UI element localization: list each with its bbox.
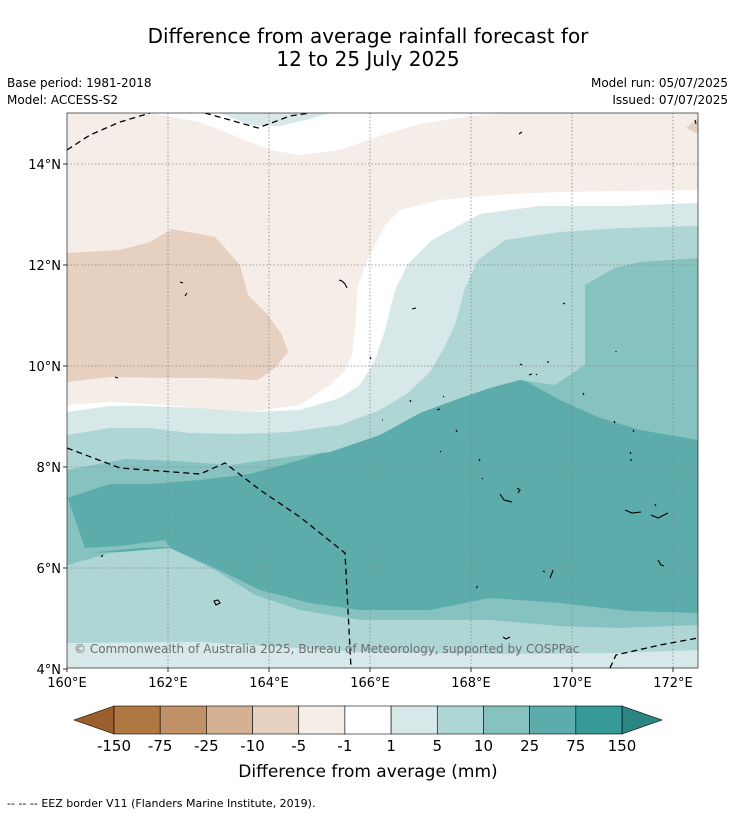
- colorbar-tick-label: -1: [337, 737, 352, 755]
- map-title-line2: 12 to 25 July 2025: [276, 47, 460, 71]
- island-outlines: [100, 119, 697, 640]
- lat-tick-label: 8°N: [37, 461, 62, 476]
- colorbar-tick-label: -75: [148, 737, 173, 755]
- contour-10-to-25-west: [67, 496, 170, 555]
- colorbar-tick-label: -150: [97, 737, 131, 755]
- model-run-date: Model run: 05/07/2025: [590, 76, 728, 90]
- contour-5-to-10-south: [67, 548, 698, 668]
- eez-border: [67, 113, 698, 668]
- eez-legend: -- -- -- EEZ border V11 (Flanders Marine…: [7, 797, 315, 810]
- eez-legend-dash: -- -- --: [7, 797, 38, 810]
- colorbar-tick-label: 1: [386, 737, 396, 755]
- colorbar-swatch: [529, 705, 577, 735]
- lat-tick-label: 4°N: [37, 663, 62, 678]
- colorbar-swatch: [483, 705, 530, 735]
- colorbar-swatch: [298, 705, 346, 735]
- colorbar-swatch: [575, 705, 623, 735]
- colorbar-label: Difference from average (mm): [238, 762, 497, 782]
- lon-tick-label: 162°E: [148, 676, 188, 691]
- map-title-line1: Difference from average rainfall forecas…: [147, 24, 589, 48]
- map-panel: © Commonwealth of Australia 2025, Bureau…: [67, 113, 698, 668]
- latitude-ticks: 14°N 12°N 10°N 8°N 6°N 4°N: [28, 158, 67, 678]
- lon-tick-label: 166°E: [350, 676, 390, 691]
- base-period: Base period: 1981-2018: [7, 76, 152, 90]
- contour-minus10-to-minus5: [67, 229, 288, 382]
- lon-tick-label: 160°E: [47, 676, 87, 691]
- lat-tick-label: 12°N: [28, 259, 61, 274]
- lat-tick-label: 6°N: [37, 562, 62, 577]
- colorbar-tick-label: -5: [291, 737, 306, 755]
- colorbar-over-arrow: [621, 705, 663, 735]
- gridlines: [67, 113, 698, 668]
- contour-1-to-5-north: [220, 113, 330, 126]
- copyright-text: © Commonwealth of Australia 2025, Bureau…: [74, 642, 579, 656]
- contour-75-to-150: [480, 463, 698, 610]
- colorbar-swatch: [159, 705, 207, 735]
- map-frame: [66, 112, 699, 669]
- colorbar-tick-label: -25: [194, 737, 219, 755]
- colorbar: -150 -75 -25 -10 -5 -1 1 5 10 25 75 150: [73, 705, 663, 755]
- colorbar-tick-label: 25: [520, 737, 539, 755]
- model-name: Model: ACCESS-S2: [7, 93, 119, 107]
- colorbar-tick-label: 150: [608, 737, 637, 755]
- lon-tick-label: 170°E: [552, 676, 592, 691]
- colorbar-swatch: [252, 705, 300, 735]
- colorbar-tick-label: 10: [474, 737, 493, 755]
- colorbar-under-arrow: [73, 705, 115, 735]
- colorbar-tick-label: -10: [240, 737, 265, 755]
- lon-tick-label: 172°E: [653, 676, 693, 691]
- lat-tick-label: 10°N: [28, 360, 61, 375]
- colorbar-swatch: [344, 705, 392, 735]
- lon-tick-label: 164°E: [249, 676, 289, 691]
- issued-date: Issued: 07/07/2025: [612, 93, 728, 107]
- colorbar-swatch: [113, 705, 161, 735]
- colorbar-swatch: [390, 705, 438, 735]
- longitude-ticks: 160°E 162°E 164°E 166°E 168°E 170°E 172°E: [47, 668, 693, 691]
- lon-tick-label: 168°E: [451, 676, 491, 691]
- colorbar-swatch: [436, 705, 484, 735]
- colorbar-tick-label: 5: [432, 737, 442, 755]
- colorbar-tick-label: 75: [566, 737, 585, 755]
- eez-legend-text: EEZ border V11 (Flanders Marine Institut…: [41, 797, 316, 810]
- lat-tick-label: 14°N: [28, 158, 61, 173]
- contour-minus1-to-1-north: [150, 113, 500, 155]
- colorbar-swatch: [206, 705, 253, 735]
- contour-1-to-5-south: [67, 642, 698, 668]
